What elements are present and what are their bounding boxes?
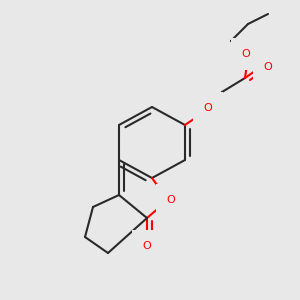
Text: O: O (204, 103, 212, 113)
Text: O: O (167, 195, 176, 205)
Text: O: O (264, 62, 272, 72)
Text: O: O (142, 241, 152, 251)
Text: O: O (242, 49, 250, 59)
